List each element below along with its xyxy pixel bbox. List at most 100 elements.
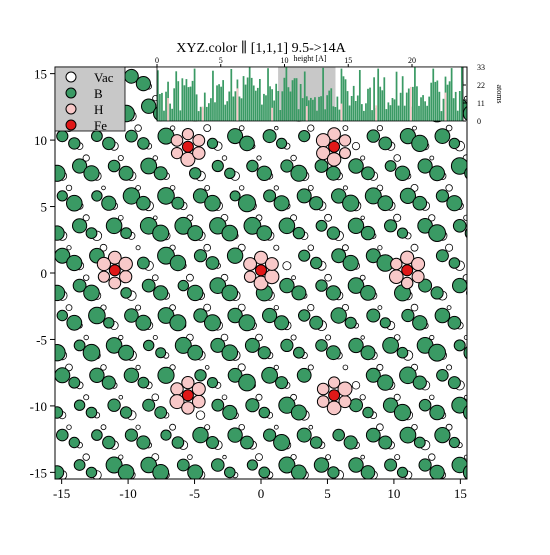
atom-b	[309, 436, 323, 449]
atom-h	[389, 269, 404, 285]
y-tick-label: -15	[30, 465, 47, 480]
atom-b	[258, 406, 271, 419]
atom-vac	[360, 215, 365, 220]
atom-b	[417, 158, 433, 174]
atom-b	[73, 459, 86, 471]
histogram-bar-h	[340, 103, 343, 121]
histogram-bar-b	[226, 101, 229, 121]
atom-b	[429, 464, 445, 479]
histogram-bar-b	[293, 78, 296, 121]
histogram-bar-b	[222, 80, 225, 121]
atom-b	[221, 224, 239, 242]
atom-h	[327, 127, 341, 141]
histogram-bar-b	[246, 77, 249, 121]
atom-vac	[307, 303, 315, 312]
atom-vac	[185, 273, 194, 282]
atom-b	[157, 366, 175, 384]
atom-b	[143, 339, 155, 352]
atom-b	[91, 429, 103, 441]
atom-vac	[65, 184, 73, 192]
atom-b	[192, 188, 209, 204]
histogram-bar-b	[171, 108, 174, 121]
atom-b	[187, 284, 204, 302]
atom-vac	[203, 303, 212, 312]
atom-vac	[376, 363, 384, 371]
atom-b	[347, 277, 365, 294]
histogram-bar-b	[259, 79, 261, 121]
atom-b	[310, 256, 323, 270]
atom-vac	[255, 333, 263, 342]
atom-b	[344, 316, 357, 329]
atom-b	[278, 396, 296, 414]
atom-vac	[203, 124, 212, 133]
histogram-bar-b	[450, 68, 453, 121]
histogram-bar-b	[267, 68, 269, 121]
atom-b	[85, 466, 98, 479]
atom-vac	[463, 394, 467, 400]
atom-b	[263, 428, 277, 442]
atom-b	[137, 256, 150, 270]
atom-h	[315, 133, 331, 148]
atom-b	[55, 465, 65, 479]
atom-vac	[429, 394, 435, 400]
atom-vac	[83, 394, 90, 401]
histogram-bar-b	[244, 84, 247, 121]
histogram-bar-b	[434, 81, 437, 121]
atom-fe	[181, 389, 194, 402]
atom-b	[377, 374, 394, 391]
atom-vac	[153, 215, 158, 221]
histogram-bar-b	[256, 87, 259, 121]
atom-b	[193, 308, 208, 323]
histogram-bar-b	[405, 92, 408, 121]
atom-vac	[83, 334, 89, 341]
atom-vac	[222, 454, 227, 460]
atom-b	[153, 285, 169, 301]
atom-b	[85, 227, 98, 240]
histogram-bar-b	[452, 98, 455, 121]
atom-vac	[446, 484, 453, 491]
atom-vac	[377, 245, 383, 251]
atom-vac	[428, 453, 436, 461]
histogram-bar-b	[287, 87, 290, 121]
histogram-bar-b	[432, 68, 435, 121]
atom-b	[124, 308, 139, 323]
atom-b	[157, 187, 175, 205]
histogram-x-tick-label: 15	[344, 56, 352, 65]
histogram-bar-b	[263, 93, 265, 121]
atom-vac	[152, 274, 159, 282]
atom-vac	[273, 484, 279, 490]
atom-b	[141, 278, 156, 293]
atom-b	[105, 217, 123, 235]
atom-vac	[429, 155, 435, 161]
histogram-bar-b	[283, 77, 286, 121]
histogram-bar-b	[458, 91, 461, 121]
histogram-bar-b	[295, 78, 298, 121]
atom-vac	[359, 394, 366, 401]
atom-b	[378, 435, 393, 450]
histogram-bar-b	[193, 68, 196, 121]
histogram-bar-b	[334, 107, 337, 121]
histogram-bar-b	[314, 97, 316, 121]
atom-vac	[282, 261, 292, 271]
atom-b	[326, 165, 341, 181]
atom-b	[463, 345, 467, 360]
atom-b	[396, 227, 409, 239]
atom-b	[189, 167, 202, 180]
atom-h	[390, 257, 403, 271]
atom-vac	[170, 484, 176, 490]
histogram-bar-b	[446, 84, 449, 121]
histogram-bar-b	[210, 98, 212, 121]
atom-h	[337, 381, 353, 397]
atom-vac	[393, 393, 401, 401]
atom-b	[257, 346, 271, 360]
histogram-bar-b	[352, 85, 355, 121]
atom-b	[313, 457, 330, 473]
atom-vac	[342, 185, 348, 191]
atom-b	[435, 249, 449, 263]
histogram-bar-b	[442, 98, 445, 121]
atom-b	[55, 225, 65, 241]
histogram-bar-b	[391, 98, 394, 121]
atom-h	[107, 250, 122, 265]
histogram-bar-h	[271, 107, 273, 121]
atom-b	[105, 456, 123, 474]
